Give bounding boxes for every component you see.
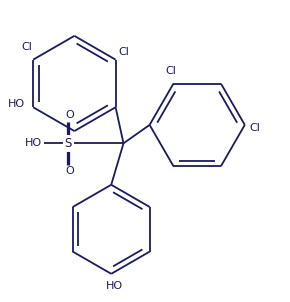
Text: HO: HO [106, 281, 123, 291]
Text: HO: HO [8, 99, 26, 109]
Text: S: S [65, 137, 72, 150]
Text: Cl: Cl [165, 66, 176, 76]
Text: O: O [66, 166, 74, 176]
Text: Cl: Cl [249, 123, 260, 133]
Text: HO: HO [25, 138, 42, 148]
Text: O: O [66, 110, 74, 120]
Text: Cl: Cl [119, 47, 130, 56]
Text: Cl: Cl [21, 42, 32, 52]
